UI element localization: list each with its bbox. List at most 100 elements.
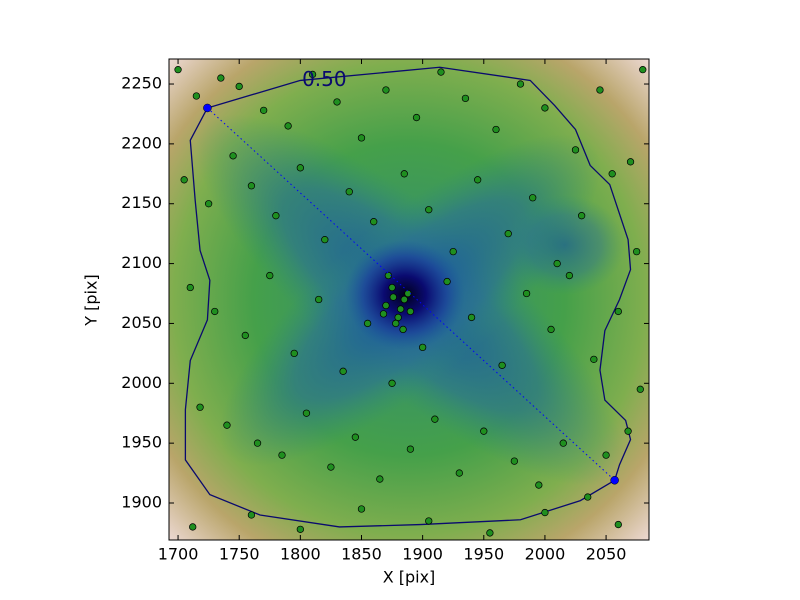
scatter-point: [186, 283, 194, 292]
scatter-point: [308, 70, 317, 79]
scatter-point: [180, 176, 188, 184]
x-tick-label: 1950: [463, 545, 504, 564]
scatter-point: [547, 325, 555, 334]
scatter-point: [486, 529, 494, 537]
y-tick-label: 2250: [121, 74, 162, 93]
scatter-point: [296, 525, 304, 533]
scatter-point: [370, 218, 378, 226]
scatter-point: [577, 212, 586, 220]
scatter-point: [211, 307, 219, 316]
scatter-point: [522, 289, 531, 298]
x-tick-label: 2050: [586, 545, 627, 564]
scatter-point: [327, 463, 335, 471]
scatter-point: [260, 106, 268, 115]
scatter-point: [388, 283, 396, 292]
scatter-point: [384, 271, 393, 280]
endpoint: [203, 103, 212, 113]
scatter-point: [529, 194, 537, 202]
scatter-point: [498, 361, 506, 369]
scatter-point: [614, 307, 622, 316]
scatter-point: [431, 415, 439, 423]
scatter-point: [624, 427, 632, 435]
scatter-point: [399, 325, 407, 334]
scatter-point: [412, 113, 421, 122]
scatter-point: [449, 247, 457, 256]
scatter-point: [357, 134, 366, 142]
scatter-point: [174, 66, 182, 74]
y-axis-label: Y [pix]: [82, 274, 101, 326]
scatter-point: [223, 421, 231, 429]
scatter-point: [272, 212, 280, 220]
scatter-point: [541, 104, 549, 112]
y-tick-label: 2200: [121, 133, 162, 152]
scatter-point: [321, 235, 329, 244]
scatter-point: [565, 271, 574, 280]
contour-label: 0.50: [302, 67, 347, 91]
scatter-point: [559, 439, 567, 447]
scatter-point: [443, 277, 451, 286]
scatter-point: [535, 481, 543, 489]
scatter-point: [392, 319, 400, 328]
scatter-point: [404, 289, 412, 298]
scatter-point: [394, 313, 402, 322]
scatter-point: [302, 409, 311, 417]
scatter-point: [376, 475, 384, 483]
scatter-point: [632, 247, 641, 256]
plot-frame: [168, 58, 650, 541]
scatter-point: [437, 68, 445, 76]
scatter-point: [400, 170, 408, 178]
scatter-point: [247, 511, 256, 519]
y-tick-label: 1900: [121, 493, 162, 512]
y-tick-label: 2000: [121, 373, 162, 392]
scatter-point: [388, 379, 396, 387]
scatter-point: [217, 74, 225, 82]
scatter-point: [406, 307, 415, 316]
scatter-point: [626, 158, 635, 166]
scatter-point: [196, 403, 204, 411]
scatter-point: [345, 188, 353, 196]
scatter-point: [357, 505, 366, 513]
scatter-point: [247, 182, 256, 190]
scatter-point: [461, 94, 470, 103]
y-tick-label: 2100: [121, 253, 162, 272]
plot-layer: [174, 66, 647, 537]
scatter-point: [480, 427, 488, 435]
scatter-point: [266, 271, 274, 280]
scatter-point: [382, 86, 390, 94]
scatter-point: [425, 206, 433, 214]
scatter-point: [510, 457, 519, 465]
scatter-point: [467, 313, 476, 322]
y-tick-label: 2050: [121, 313, 162, 332]
scatter-point: [614, 520, 622, 529]
scatter-point: [492, 125, 500, 134]
x-tick-label: 1750: [219, 545, 260, 564]
scatter-point: [602, 451, 610, 459]
scatter-point: [296, 164, 304, 172]
x-tick-label: 2000: [525, 545, 566, 564]
x-tick-label: 1700: [158, 545, 199, 564]
scatter-point: [455, 469, 463, 477]
y-tick-label: 1950: [121, 433, 162, 452]
scatter-point: [204, 200, 213, 208]
scatter-point: [608, 170, 616, 178]
scatter-point: [339, 367, 347, 375]
scatter-point: [571, 146, 580, 154]
scatter-point: [396, 305, 405, 313]
contour-line: [184, 66, 632, 528]
scatter-point: [192, 92, 201, 100]
scatter-point: [351, 433, 360, 441]
scatter-point: [418, 343, 427, 352]
scatter-point: [425, 517, 433, 525]
x-tick-label: 1850: [341, 545, 382, 564]
scatter-point: [636, 385, 644, 393]
x-tick-label: 1800: [280, 545, 321, 564]
scatter-point: [590, 355, 598, 364]
scatter-point: [290, 349, 298, 358]
scatter-point: [235, 82, 243, 91]
x-tick-label: 1900: [402, 545, 443, 564]
scatter-point: [639, 66, 647, 74]
scatter-point: [553, 259, 561, 268]
scatter-point: [284, 122, 292, 130]
scatter-point: [596, 86, 604, 94]
